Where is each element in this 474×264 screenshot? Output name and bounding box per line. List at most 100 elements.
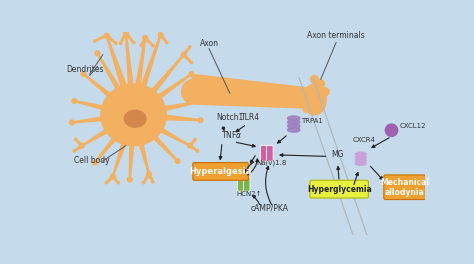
Ellipse shape [182, 80, 201, 103]
Polygon shape [131, 112, 178, 162]
Text: Na(v)1.8: Na(v)1.8 [256, 160, 286, 166]
Circle shape [165, 41, 168, 44]
Circle shape [196, 150, 199, 152]
FancyBboxPatch shape [384, 175, 425, 200]
Text: cAMP/PKA: cAMP/PKA [251, 203, 289, 212]
Circle shape [310, 76, 319, 83]
Circle shape [143, 181, 145, 184]
Circle shape [158, 32, 163, 37]
Circle shape [188, 143, 192, 148]
Polygon shape [131, 54, 184, 117]
Polygon shape [111, 175, 119, 183]
Polygon shape [96, 53, 137, 117]
Text: Axon: Axon [200, 39, 219, 48]
Polygon shape [125, 33, 137, 115]
Circle shape [190, 61, 192, 64]
Polygon shape [82, 111, 136, 147]
Polygon shape [130, 114, 150, 175]
Polygon shape [130, 38, 146, 115]
Circle shape [94, 40, 96, 42]
Circle shape [117, 181, 119, 184]
Ellipse shape [303, 84, 326, 115]
Circle shape [110, 174, 115, 179]
Circle shape [303, 105, 310, 112]
Ellipse shape [288, 128, 300, 132]
Text: TRPA1: TRPA1 [301, 117, 323, 124]
Polygon shape [128, 115, 137, 180]
Text: Hyperglycemia: Hyperglycemia [307, 185, 372, 194]
Text: MG: MG [331, 150, 344, 159]
Text: Mechanical
allodynia: Mechanical allodynia [380, 177, 429, 197]
Circle shape [310, 103, 319, 111]
Polygon shape [182, 53, 192, 63]
Text: TNF$\alpha$: TNF$\alpha$ [220, 129, 242, 140]
Circle shape [124, 31, 128, 36]
FancyBboxPatch shape [244, 177, 250, 191]
Text: Cell body: Cell body [74, 155, 110, 164]
FancyBboxPatch shape [310, 180, 368, 198]
Text: CXCL12: CXCL12 [399, 123, 426, 129]
Ellipse shape [288, 124, 300, 128]
Circle shape [106, 181, 108, 184]
Polygon shape [131, 73, 192, 118]
Polygon shape [83, 73, 136, 118]
Text: HCN2↑: HCN2↑ [236, 191, 262, 197]
Polygon shape [124, 32, 135, 43]
Circle shape [189, 72, 194, 76]
Polygon shape [140, 37, 147, 46]
Circle shape [72, 99, 77, 103]
Circle shape [104, 33, 109, 38]
Polygon shape [119, 32, 128, 44]
Polygon shape [72, 111, 134, 124]
FancyBboxPatch shape [267, 145, 273, 161]
Circle shape [175, 159, 180, 163]
FancyBboxPatch shape [237, 177, 244, 191]
Circle shape [140, 44, 143, 47]
Ellipse shape [124, 110, 146, 127]
Text: Hyperalgesia: Hyperalgesia [190, 167, 252, 176]
Circle shape [73, 150, 75, 152]
Circle shape [80, 143, 84, 148]
Circle shape [115, 42, 117, 44]
Circle shape [317, 97, 325, 105]
Ellipse shape [356, 155, 366, 159]
Polygon shape [95, 34, 108, 42]
Circle shape [317, 80, 325, 88]
FancyBboxPatch shape [261, 145, 267, 161]
Circle shape [201, 99, 205, 103]
Circle shape [132, 41, 135, 44]
Polygon shape [94, 112, 137, 163]
Text: Axon terminals: Axon terminals [307, 31, 365, 40]
Polygon shape [147, 173, 154, 182]
Circle shape [182, 53, 186, 57]
Polygon shape [188, 139, 196, 147]
Polygon shape [105, 34, 117, 44]
Polygon shape [182, 46, 191, 56]
Circle shape [152, 44, 154, 47]
Polygon shape [106, 35, 138, 116]
Circle shape [152, 181, 154, 183]
Circle shape [189, 46, 191, 48]
Text: TLR4: TLR4 [241, 113, 261, 122]
Circle shape [95, 51, 100, 55]
Polygon shape [185, 74, 319, 109]
Ellipse shape [288, 116, 300, 121]
FancyBboxPatch shape [193, 163, 248, 180]
Polygon shape [143, 173, 151, 183]
Polygon shape [112, 114, 137, 177]
Text: Dendrites: Dendrites [66, 65, 104, 74]
Circle shape [93, 160, 97, 165]
Circle shape [128, 177, 132, 182]
Polygon shape [159, 34, 168, 43]
Ellipse shape [356, 158, 366, 162]
Circle shape [198, 118, 203, 122]
Circle shape [119, 42, 122, 44]
Ellipse shape [356, 161, 366, 165]
Polygon shape [74, 100, 135, 119]
Polygon shape [144, 36, 154, 46]
Polygon shape [132, 111, 191, 147]
Text: Notch1: Notch1 [216, 113, 243, 122]
Circle shape [194, 138, 196, 141]
Ellipse shape [101, 84, 166, 146]
Circle shape [146, 172, 151, 176]
